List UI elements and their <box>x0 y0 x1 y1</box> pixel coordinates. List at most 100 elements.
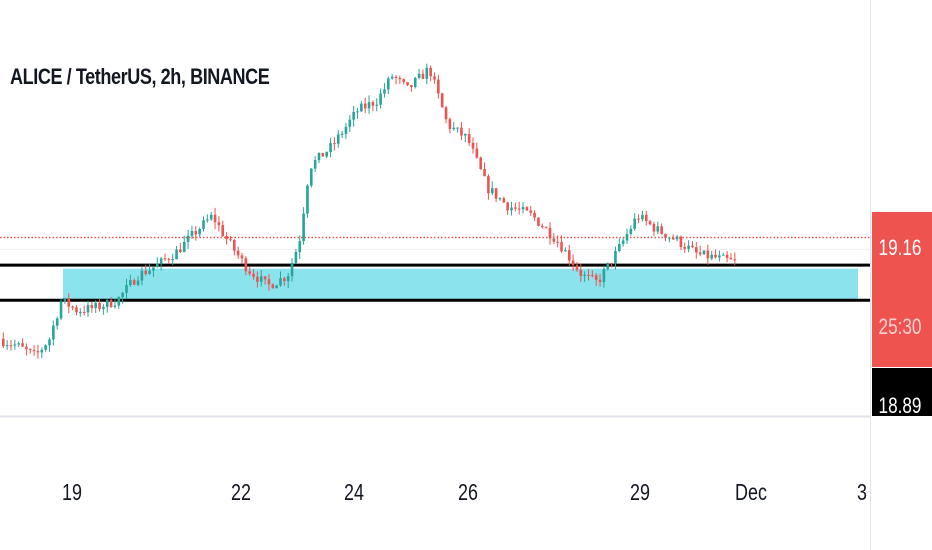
candle <box>664 233 667 238</box>
candle <box>444 107 448 120</box>
last-price-label: 19.16 <box>879 236 922 261</box>
candle <box>63 298 67 302</box>
candle <box>552 238 556 242</box>
candle <box>132 280 136 285</box>
candle <box>302 213 305 242</box>
candle <box>109 299 113 307</box>
candle <box>202 220 205 230</box>
candle <box>406 82 409 86</box>
candle <box>383 89 386 94</box>
x-tick-label: Dec <box>735 480 767 506</box>
candle <box>94 302 97 309</box>
support-zone <box>63 268 858 301</box>
candle <box>660 226 663 234</box>
candle <box>390 76 394 79</box>
candle <box>175 249 178 260</box>
x-tick-label: 29 <box>630 480 650 506</box>
candle <box>182 241 186 253</box>
candle <box>494 188 498 199</box>
candle <box>240 255 244 259</box>
candle <box>298 241 302 253</box>
candle <box>629 228 633 234</box>
candle <box>679 236 683 247</box>
candle <box>129 280 132 286</box>
candle <box>167 259 171 261</box>
candle <box>529 210 533 213</box>
candle <box>437 79 440 94</box>
candle <box>440 93 444 108</box>
candle <box>710 254 713 259</box>
candle <box>702 250 706 255</box>
candle <box>340 133 344 135</box>
candle <box>90 305 94 309</box>
candle <box>579 269 583 276</box>
candle <box>606 262 610 270</box>
candle <box>344 126 348 134</box>
candle <box>13 344 17 346</box>
candle <box>479 157 482 170</box>
candle <box>52 325 55 340</box>
candle <box>28 349 32 351</box>
candle <box>294 252 298 263</box>
candle <box>206 219 209 221</box>
candle <box>225 236 228 240</box>
candle <box>86 305 90 313</box>
candle <box>44 345 47 350</box>
candle <box>313 160 317 169</box>
candle <box>67 298 71 307</box>
candle <box>290 262 294 277</box>
candle <box>179 249 182 253</box>
candle <box>460 127 463 136</box>
candle <box>548 227 552 239</box>
candle <box>560 241 563 252</box>
candle <box>267 279 271 285</box>
candle <box>356 111 359 113</box>
candle <box>306 185 309 214</box>
candle <box>417 73 421 79</box>
candle <box>125 285 128 293</box>
candle <box>602 269 606 283</box>
candle <box>425 67 429 79</box>
x-tick-label: 19 <box>62 480 82 506</box>
candle <box>429 67 432 77</box>
candle <box>113 305 117 307</box>
candle <box>310 168 313 186</box>
candle <box>510 207 513 211</box>
candle <box>733 259 737 261</box>
candle <box>209 214 213 220</box>
candle <box>433 76 436 80</box>
candle <box>706 250 710 259</box>
candle <box>575 265 579 270</box>
countdown-label: 25:30 <box>879 315 922 340</box>
candle <box>82 311 86 313</box>
candle <box>594 275 598 280</box>
candle <box>475 148 479 158</box>
candle <box>152 267 155 271</box>
candle <box>121 292 124 298</box>
candle <box>637 218 640 220</box>
candle <box>541 225 544 228</box>
candle <box>471 142 475 149</box>
candle <box>448 119 452 130</box>
candle <box>652 224 656 232</box>
level-badge <box>872 368 932 416</box>
candle <box>537 217 540 226</box>
candle <box>625 233 629 241</box>
candle <box>544 227 548 229</box>
candle <box>259 276 263 282</box>
candle <box>691 245 694 248</box>
candle <box>256 276 259 282</box>
candle <box>236 250 240 256</box>
candle <box>525 207 529 211</box>
candle <box>144 270 148 275</box>
candle <box>410 85 413 87</box>
x-tick-label: 3 <box>857 480 867 506</box>
candle <box>171 259 174 261</box>
candle <box>325 151 328 157</box>
candle <box>413 78 417 87</box>
candle <box>55 318 59 326</box>
candle <box>102 306 105 310</box>
candle <box>729 257 733 260</box>
